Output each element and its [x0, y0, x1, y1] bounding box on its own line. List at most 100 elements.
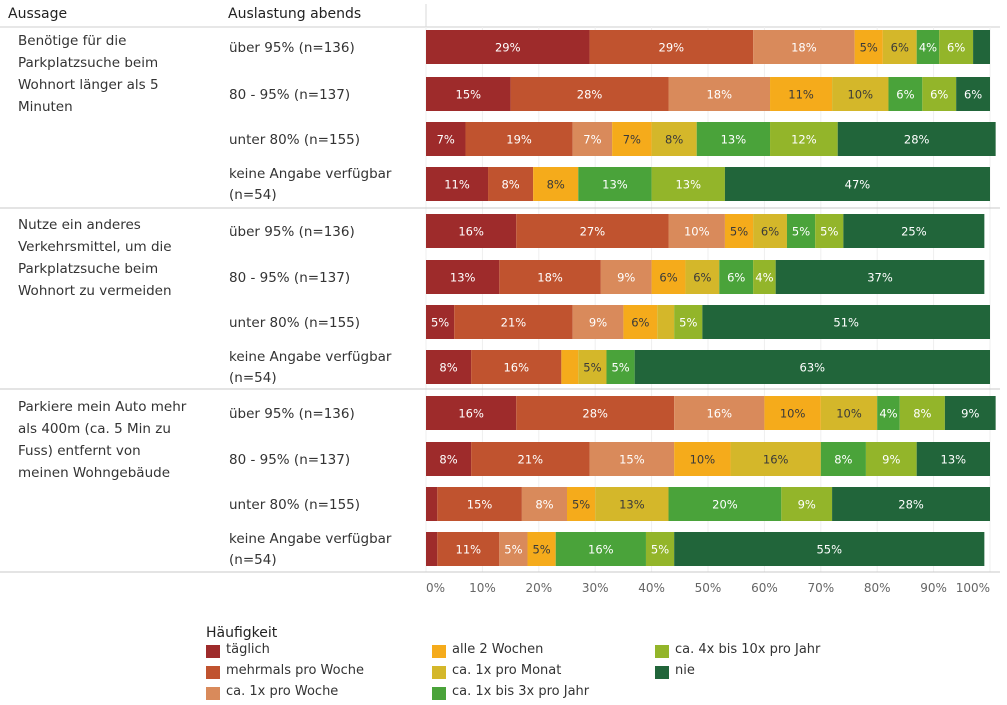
statement-label: meinen Wohngebäude	[18, 465, 170, 481]
bar-segment	[668, 487, 782, 521]
bar-segment	[786, 214, 816, 248]
bar-segment	[426, 122, 466, 156]
bar-segment	[651, 260, 686, 294]
bar-segment	[832, 487, 990, 521]
row-label: 80 - 95% (n=137)	[229, 270, 350, 286]
statement-label: Parkiere mein Auto mehr	[18, 399, 187, 415]
data-label: 18%	[537, 271, 563, 285]
bar-segment	[843, 214, 985, 248]
data-label: 29%	[495, 41, 521, 55]
bar-segment	[555, 532, 646, 566]
bar-segment	[578, 350, 607, 384]
bar-segment	[674, 396, 765, 430]
legend-label: täglich	[226, 642, 270, 657]
data-label: 12%	[791, 133, 817, 147]
bar-segment	[685, 260, 720, 294]
data-label: 28%	[904, 133, 930, 147]
bar-segment	[939, 30, 974, 64]
bar-segment	[426, 442, 472, 476]
bar-segment	[426, 167, 489, 201]
data-label: 6%	[947, 41, 965, 55]
bar-segment	[595, 487, 669, 521]
bar-segment	[567, 487, 596, 521]
bar-segment	[499, 532, 528, 566]
data-label: 51%	[833, 316, 859, 330]
bar-segment	[674, 442, 731, 476]
data-label: 5%	[792, 225, 810, 239]
row-label: 80 - 95% (n=137)	[229, 87, 350, 103]
bar-segment	[724, 167, 990, 201]
data-label: 6%	[896, 88, 914, 102]
bar-segment	[510, 77, 669, 111]
data-label: 6%	[930, 88, 948, 102]
statement-label: Nutze ein anderes	[18, 217, 141, 233]
data-label: 19%	[506, 133, 532, 147]
x-tick-label: 60%	[751, 581, 778, 595]
bar-segment	[527, 532, 556, 566]
legend-swatch	[432, 687, 446, 700]
bar-segment	[623, 305, 658, 339]
legend-swatch	[206, 645, 220, 658]
statement-label: Parkplatzsuche beim	[18, 55, 158, 71]
data-label: 5%	[572, 498, 590, 512]
bar-segment	[426, 532, 438, 566]
bar-segment	[674, 305, 703, 339]
bar-segment	[606, 350, 635, 384]
data-label: 11%	[444, 178, 470, 192]
bar-segment	[426, 260, 500, 294]
bar-segment	[426, 214, 517, 248]
bar-segment	[426, 30, 590, 64]
bar-segment	[973, 30, 990, 64]
legend-swatch	[432, 645, 446, 658]
bar-segment	[916, 30, 940, 64]
stacked-bar-chart: Benötige für die Parkplatzsuche beim Wohno…	[0, 4, 1000, 595]
row-label: keine Angabe verfügbar	[229, 166, 392, 182]
data-label: 11%	[788, 88, 814, 102]
data-label: 16%	[588, 543, 614, 557]
bar-segment	[454, 305, 573, 339]
bar-segment	[612, 122, 652, 156]
bar-segment	[426, 350, 472, 384]
data-label: 21%	[518, 453, 544, 467]
bar-segment	[753, 260, 776, 294]
data-label: 25%	[901, 225, 927, 239]
bar-segment	[426, 77, 511, 111]
data-label: 16%	[458, 407, 484, 421]
data-label: 8%	[913, 407, 931, 421]
legend-label: ca. 1x pro Woche	[226, 684, 339, 699]
statement-label: Parkplatzsuche beim	[18, 261, 158, 277]
data-label: 7%	[437, 133, 455, 147]
bar-segment	[634, 350, 990, 384]
data-label: 4%	[919, 41, 937, 55]
row-label: keine Angabe verfügbar	[229, 349, 392, 365]
data-label: 9%	[798, 498, 816, 512]
bar-segment	[488, 167, 534, 201]
bar-segment	[465, 122, 573, 156]
row-label: keine Angabe verfügbar	[229, 531, 392, 547]
x-tick-label: 40%	[638, 581, 665, 595]
data-label: 6%	[727, 271, 745, 285]
bar-segment	[696, 122, 771, 156]
legend-swatch	[432, 666, 446, 679]
bar-segment	[674, 532, 985, 566]
x-tick-label: 0%	[426, 581, 445, 595]
bar-segment	[753, 214, 787, 248]
row-label: (n=54)	[229, 552, 277, 568]
bar-segment	[572, 305, 624, 339]
statement-label: Fuss) entfernt von	[18, 443, 141, 459]
row-label: (n=54)	[229, 370, 277, 386]
bar-segment	[956, 77, 990, 111]
data-label: 28%	[898, 498, 924, 512]
bar-segment	[437, 532, 500, 566]
data-label: 8%	[665, 133, 683, 147]
legend-label: alle 2 Wochen	[452, 642, 544, 657]
data-label: 10%	[836, 407, 862, 421]
data-label: 15%	[467, 498, 493, 512]
bar-segment	[516, 396, 675, 430]
data-label: 10%	[690, 453, 716, 467]
data-label: 6%	[693, 271, 711, 285]
bar-segment	[719, 260, 754, 294]
data-label: 55%	[816, 543, 842, 557]
bar-segment	[854, 30, 883, 64]
bar-segment	[668, 77, 771, 111]
